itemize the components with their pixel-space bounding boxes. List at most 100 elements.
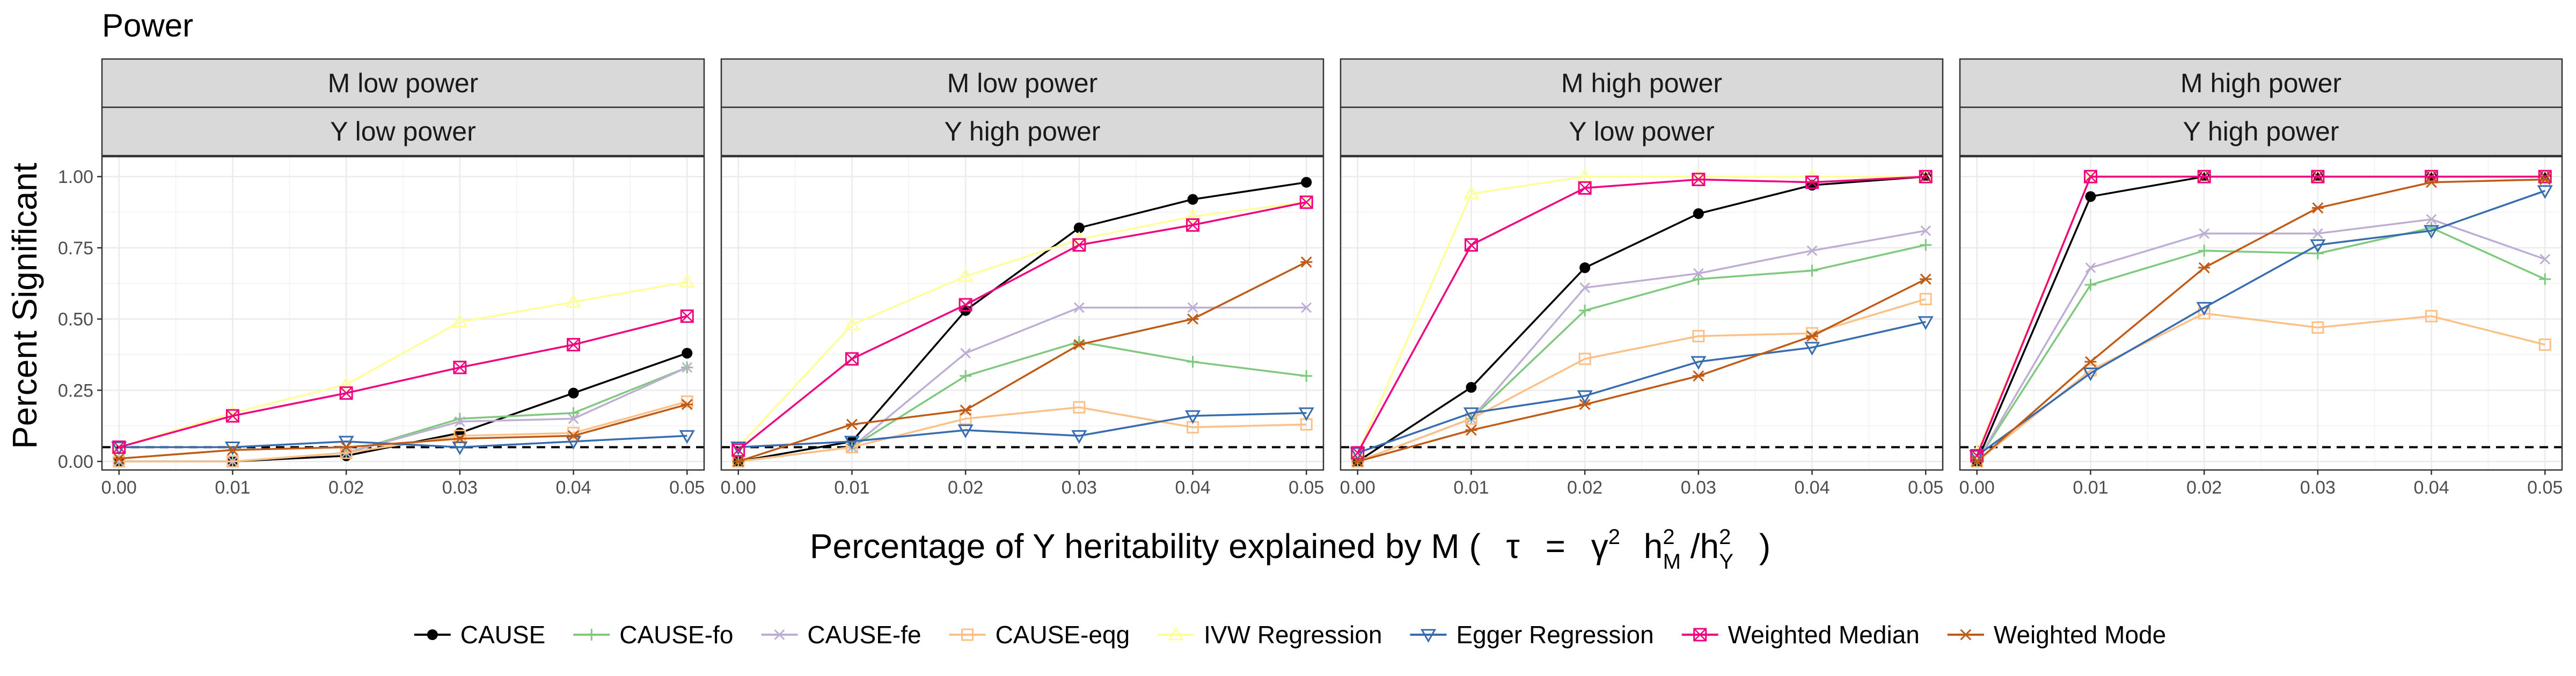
series-egger-regression: [111, 430, 695, 455]
facet-strip-top: [101, 58, 705, 108]
data-point: [1301, 177, 1312, 188]
series-egger-regression: [1350, 316, 1934, 461]
x-axis-title-h: h: [1644, 527, 1663, 565]
legend-label: Weighted Mode: [1994, 621, 2166, 649]
x-tick-label: 0.05: [2527, 477, 2563, 498]
facet-panel: M low power Y high power 0.00 0.01 0.02 0.03 0…: [720, 58, 1324, 498]
series-line: [1976, 190, 2545, 457]
data-point: [1690, 356, 1707, 370]
data-point: [1187, 302, 1198, 313]
x-tick-label: 0.01: [1453, 477, 1489, 498]
chart-title: Power: [102, 8, 193, 43]
data-point: [565, 293, 582, 308]
facet-strip-bottom: [720, 106, 1324, 157]
series-line: [1357, 175, 1926, 453]
data-point: [226, 455, 239, 468]
data-point: [957, 424, 974, 438]
data-point: [225, 409, 239, 423]
series-line: [1976, 312, 2545, 462]
legend-key-marker: [774, 629, 785, 640]
data-point: [453, 433, 466, 445]
data-point: [957, 268, 974, 282]
data-point: [1298, 194, 1314, 208]
data-point: [568, 387, 579, 399]
series-egger-regression: [730, 407, 1314, 455]
x-tick-label: 0.03: [1062, 477, 1097, 498]
data-point: [1073, 401, 1086, 414]
data-point: [2426, 214, 2437, 225]
y-axis-title: Percent Significant: [5, 163, 44, 449]
series-line: [738, 412, 1307, 449]
data-point: [111, 442, 127, 455]
data-point: [2084, 278, 2097, 291]
data-point: [1579, 262, 1591, 274]
data-point: [1805, 175, 1819, 189]
data-point: [2084, 356, 2097, 368]
data-point: [682, 348, 693, 359]
data-point: [338, 376, 354, 391]
x-tick-label: 0.04: [1794, 477, 1829, 498]
data-point: [959, 412, 972, 425]
data-point: [844, 436, 860, 450]
x-axis-title: Percentage of Y heritability explained b…: [810, 513, 1770, 576]
data-point: [2196, 302, 2212, 316]
facet-strip-top-label: M low power: [947, 68, 1098, 98]
legend-key-marker: [1693, 628, 1707, 642]
data-point: [1693, 208, 1704, 219]
data-point: [2423, 225, 2440, 239]
x-axis-title-gamma: γ: [1591, 527, 1608, 565]
data-point: [1464, 238, 1478, 252]
x-axis-title-sup: 2: [1719, 525, 1731, 549]
legend-item: Egger Regression: [1410, 621, 1654, 649]
x-tick-label: 0.00: [1959, 477, 1995, 498]
series-line: [738, 181, 1307, 462]
data-point: [1073, 339, 1085, 350]
data-point: [845, 352, 859, 366]
y-tick-label: 1.00: [58, 167, 93, 187]
data-point: [960, 348, 971, 359]
data-point: [1351, 455, 1364, 467]
facet-strip-top: [720, 58, 1324, 108]
x-tick-label: 0.04: [1175, 477, 1210, 498]
series-weighted-mode: [1971, 174, 2551, 467]
data-point: [567, 430, 580, 442]
facet-strip-bottom-label: Y low power: [330, 116, 475, 146]
data-point: [2197, 170, 2211, 183]
series-weighted-mode: [1351, 273, 1932, 467]
series-line: [737, 201, 1307, 451]
series-line: [1357, 175, 1926, 453]
data-point: [340, 442, 353, 453]
data-point: [1579, 282, 1591, 293]
data-point: [339, 386, 353, 400]
data-point: [2310, 239, 2326, 253]
panel-border: [1340, 156, 1944, 471]
series-line: [1976, 175, 2545, 457]
data-point: [1693, 268, 1704, 279]
data-point: [679, 430, 695, 444]
series-line: [119, 281, 687, 449]
panels-group: M low power Y low power 0.00 0.01 0.02 0.03 0.…: [58, 58, 2563, 498]
data-point: [113, 455, 126, 468]
x-tick-label: 0.04: [555, 477, 591, 498]
data-point: [1919, 292, 1932, 305]
data-point: [1465, 424, 1477, 436]
data-point: [1692, 172, 1706, 186]
legend-item: IVW Regression: [1158, 621, 1382, 649]
x-tick-label: 0.01: [215, 477, 250, 498]
panel-border: [1959, 156, 2563, 471]
x-tick-label: 0.02: [1567, 477, 1602, 498]
x-tick-label: 0.00: [721, 477, 756, 498]
x-tick-label: 0.01: [2073, 477, 2108, 498]
data-point: [2312, 228, 2323, 239]
data-point: [846, 418, 858, 430]
data-point: [2085, 262, 2096, 273]
data-point: [1071, 430, 1087, 444]
data-point: [1692, 329, 1705, 342]
legend-label: CAUSE-fe: [807, 621, 921, 649]
series-line: [738, 406, 1307, 462]
data-point: [2425, 177, 2438, 188]
data-point: [2311, 170, 2325, 183]
series-line: [738, 261, 1307, 462]
x-axis-title-sub-m: M: [1663, 550, 1681, 574]
